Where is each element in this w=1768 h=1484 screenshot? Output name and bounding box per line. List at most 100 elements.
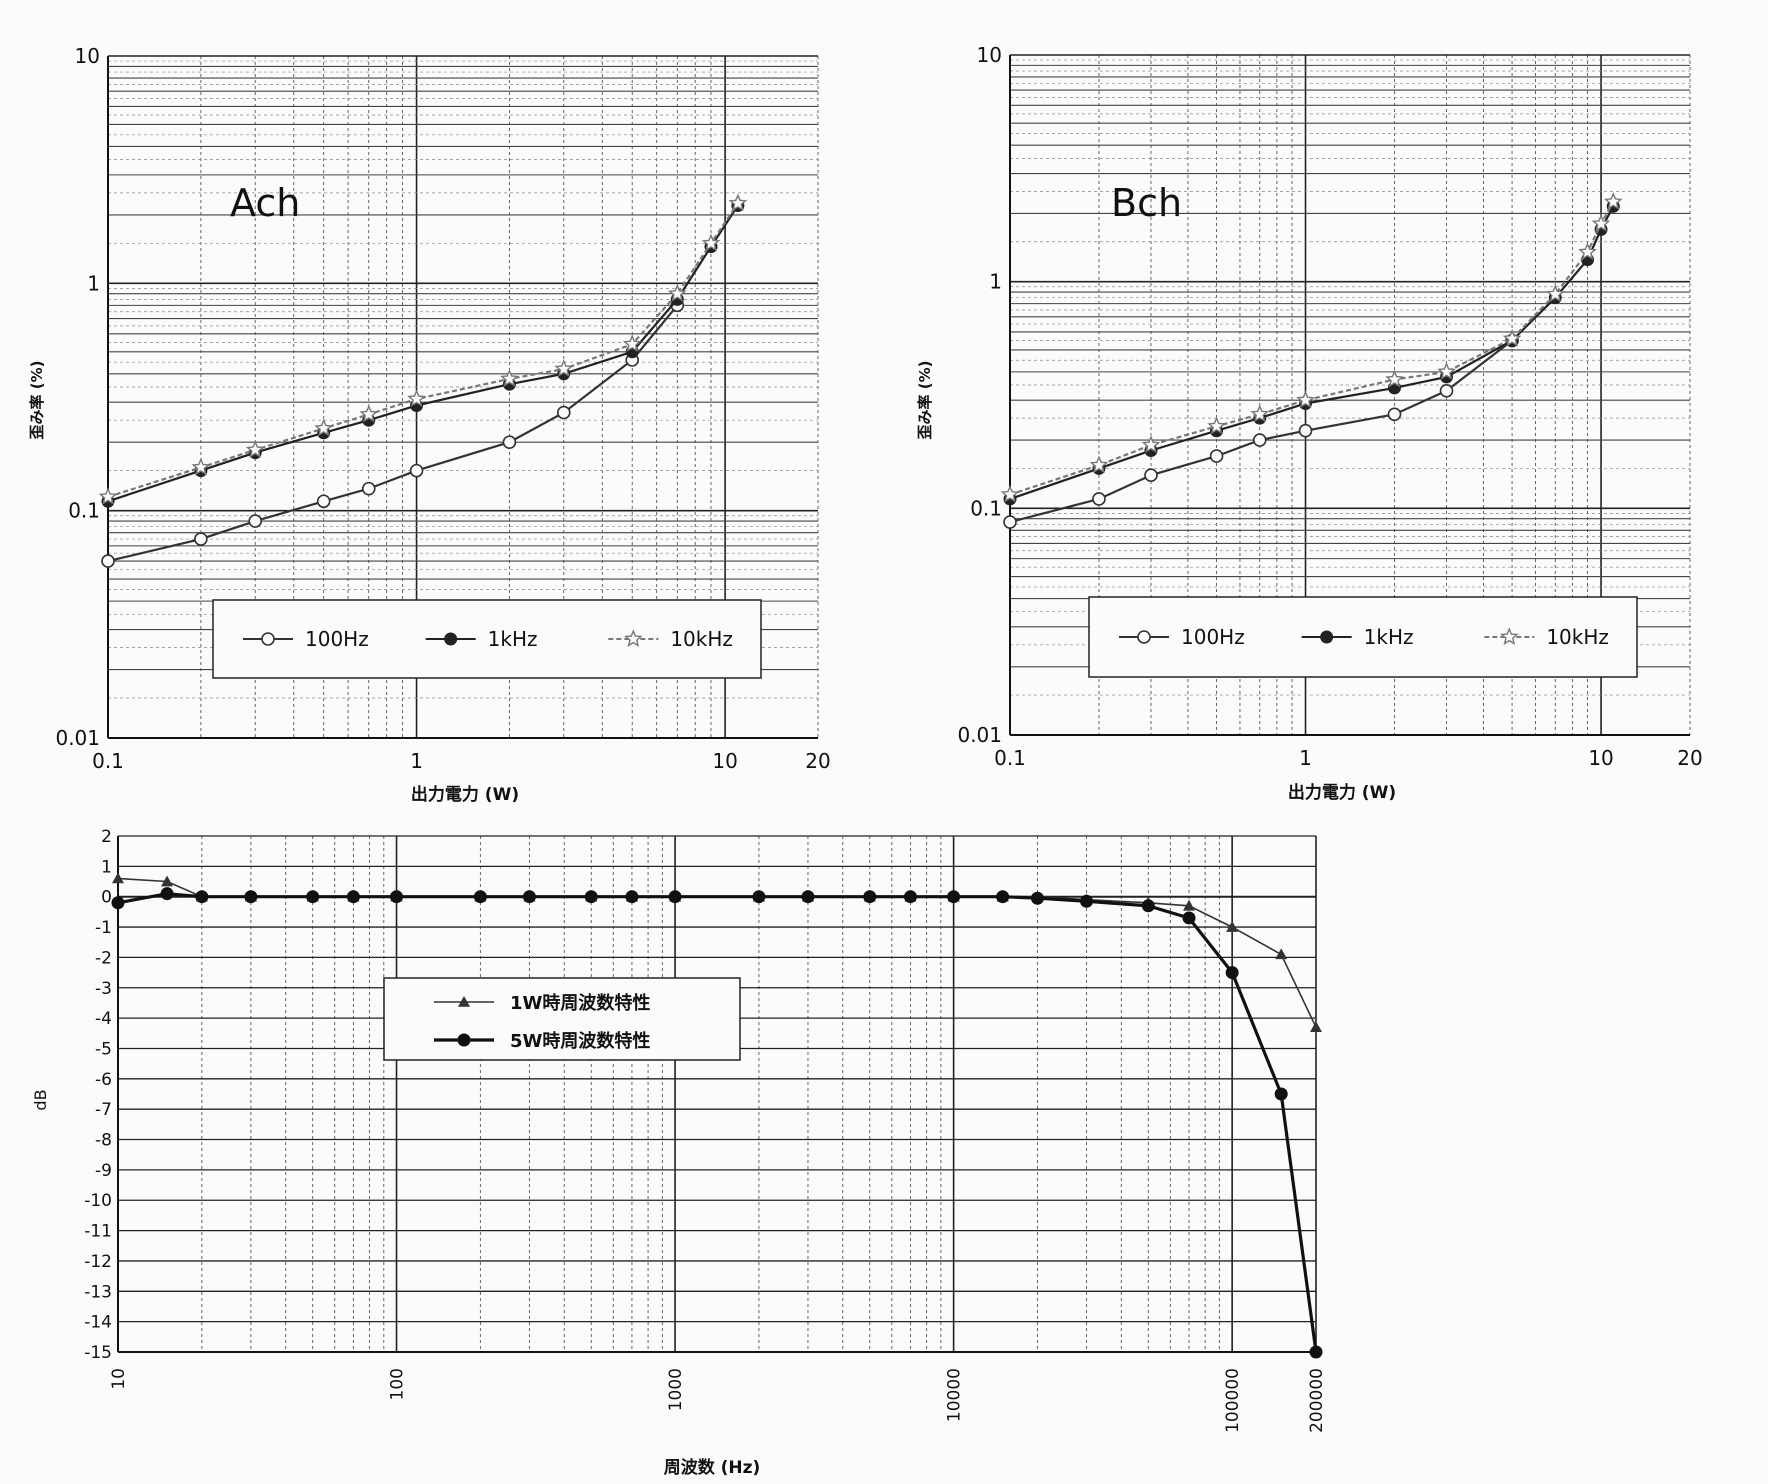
data-point [1209,449,1224,463]
data-point [554,359,574,377]
y-tick-label: -15 [84,1343,112,1363]
data-point [407,389,426,407]
x-tick-label: 20 [1677,746,1702,770]
legend-marker [623,629,643,647]
y-tick-label: -10 [84,1191,112,1211]
data-point [1080,894,1094,908]
y-tick-label: 2 [101,827,112,847]
data-point [1546,284,1565,303]
data-point [667,283,687,302]
data-point [1000,484,1020,503]
y-tick-label: -3 [95,979,112,999]
y-tick-label: 1 [989,270,1002,294]
legend-marker [458,996,470,1007]
legend-marker [261,632,275,646]
data-point [194,532,208,546]
data-point [728,193,748,212]
data-point [668,890,682,904]
x-tick-label: 10 [712,749,737,773]
legend-marker [457,1033,471,1047]
y-tick-label: 0.01 [957,723,1002,747]
legend-marker [444,632,458,646]
x-tick-label: 100 [388,1368,408,1400]
panel-label: Ach [230,181,300,225]
x-tick-label: 10 [109,1368,129,1390]
legend-label: 10kHz [1546,625,1609,649]
data-point [1183,899,1196,911]
data-point [359,404,379,423]
y-tick-label: -5 [95,1039,112,1059]
y-tick-label: -9 [95,1161,112,1181]
legend-label: 100Hz [305,627,369,651]
data-point [1226,921,1239,932]
legend: 100Hz 1kHz 10kHz [1088,596,1638,678]
y-tick-label: -13 [84,1282,112,1302]
data-point [101,554,115,568]
legend-label: 100Hz [1181,625,1245,649]
data-point [1003,515,1017,529]
x-tick-label: 0.1 [92,749,124,773]
legend-box [1088,596,1638,678]
x-tick-label: 0.1 [994,746,1026,770]
legend-marker [1137,630,1151,644]
legend-label: 5W時周波数特性 [510,1030,650,1052]
legend: 1W時周波数特性 5W時周波数特性 [383,977,741,1061]
data-point [1604,191,1623,210]
data-point [111,896,125,910]
data-point [306,890,320,904]
legend-marker [1499,627,1519,645]
y-tick-label: -12 [84,1252,112,1272]
data-point [191,457,211,476]
data-point [1439,384,1454,398]
panel-label: Bch [1111,181,1182,225]
plot-area [111,872,1323,1359]
x-tick-label: 10 [1588,746,1613,770]
x-tick-label: 20 [805,749,830,773]
data-point [522,890,536,904]
data-point [1144,468,1158,483]
data-point [1250,404,1270,423]
data-point [1141,435,1161,454]
y-tick-label: -4 [95,1009,112,1029]
data-point [1275,948,1288,960]
data-point [112,872,124,884]
data-point [996,890,1010,904]
legend: 100Hz 1kHz 10kHz [212,599,762,679]
y-tick-label: -7 [95,1100,112,1120]
x-tick-label: 100000 [1223,1368,1243,1433]
data-point [314,418,334,437]
data-point [1182,911,1196,925]
x-tick-label: 1 [1299,746,1312,770]
data-point [1274,1087,1288,1101]
data-point [1225,966,1239,980]
x-axis-title: 出力電力 (W) [411,784,519,805]
data-point [1296,390,1315,409]
data-point [1385,369,1404,388]
data-point [160,887,174,901]
y-tick-label: -6 [95,1070,112,1090]
legend-label: 1W時周波数特性 [510,992,650,1014]
x-tick-label: 10000 [945,1368,965,1422]
y-tick-label: -14 [84,1313,112,1333]
data-point [903,890,917,904]
y-tick-label: -1 [95,918,112,938]
y-tick-label: -11 [84,1222,112,1242]
data-point [316,494,331,509]
data-point [1252,433,1267,447]
y-tick-label: 10 [977,43,1002,67]
y-tick-label: 0.1 [970,496,1002,520]
data-point [1437,362,1456,380]
data-point [244,890,258,904]
y-tick-label: 1 [87,271,100,295]
data-point [1310,1021,1322,1033]
data-point [801,890,815,904]
data-point [556,405,571,420]
y-tick-label: 10 [75,44,100,68]
x-tick-label: 1000 [666,1368,686,1411]
data-point [1298,423,1313,438]
plot-area [98,193,748,568]
